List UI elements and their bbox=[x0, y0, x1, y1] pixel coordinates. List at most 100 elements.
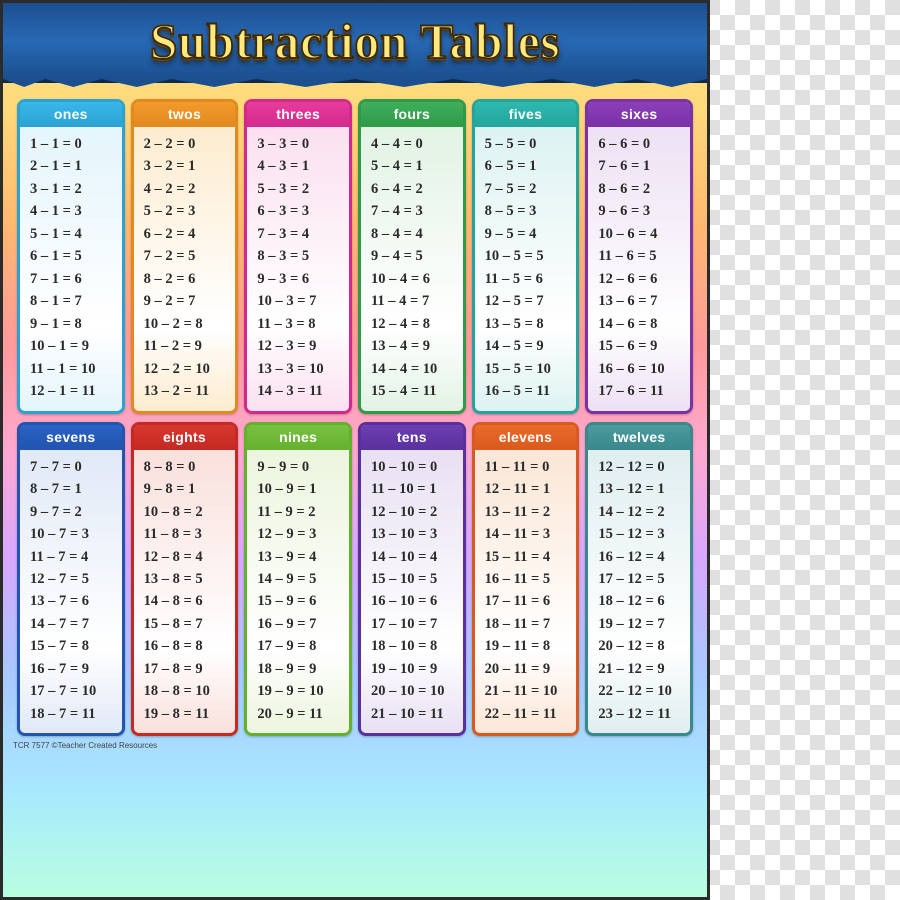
equation-row: 10 – 7 = 3 bbox=[30, 523, 116, 545]
equation-row: 16 – 10 = 6 bbox=[371, 590, 457, 612]
card-body: 1 – 1 = 02 – 1 = 13 – 1 = 24 – 1 = 35 – … bbox=[20, 127, 122, 411]
equation-row: 11 – 3 = 8 bbox=[257, 313, 343, 335]
equation-row: 13 – 5 = 8 bbox=[485, 313, 571, 335]
equation-row: 15 – 5 = 10 bbox=[485, 358, 571, 380]
equation-row: 11 – 9 = 2 bbox=[257, 501, 343, 523]
equation-row: 21 – 11 = 10 bbox=[485, 680, 571, 702]
table-card-eights: eights8 – 8 = 09 – 8 = 110 – 8 = 211 – 8… bbox=[131, 422, 239, 737]
equation-row: 12 – 1 = 11 bbox=[30, 380, 116, 402]
equation-row: 18 – 7 = 11 bbox=[30, 703, 116, 725]
card-body: 2 – 2 = 03 – 2 = 14 – 2 = 25 – 2 = 36 – … bbox=[134, 127, 236, 411]
equation-row: 13 – 7 = 6 bbox=[30, 590, 116, 612]
equation-row: 20 – 12 = 8 bbox=[598, 635, 684, 657]
card-header: nines bbox=[247, 425, 349, 450]
equation-row: 7 – 1 = 6 bbox=[30, 268, 116, 290]
equation-row: 4 – 1 = 3 bbox=[30, 200, 116, 222]
equation-row: 6 – 6 = 0 bbox=[598, 133, 684, 155]
equation-row: 5 – 1 = 4 bbox=[30, 223, 116, 245]
equation-row: 17 – 9 = 8 bbox=[257, 635, 343, 657]
card-body: 12 – 12 = 013 – 12 = 114 – 12 = 215 – 12… bbox=[588, 450, 690, 734]
equation-row: 13 – 12 = 1 bbox=[598, 478, 684, 500]
equation-row: 17 – 11 = 6 bbox=[485, 590, 571, 612]
equation-row: 12 – 8 = 4 bbox=[144, 546, 230, 568]
equation-row: 9 – 2 = 7 bbox=[144, 290, 230, 312]
equation-row: 18 – 12 = 6 bbox=[598, 590, 684, 612]
equation-row: 2 – 1 = 1 bbox=[30, 155, 116, 177]
equation-row: 9 – 4 = 5 bbox=[371, 245, 457, 267]
equation-row: 4 – 3 = 1 bbox=[257, 155, 343, 177]
footer-credit: TCR 7577 ©Teacher Created Resources bbox=[3, 740, 707, 750]
equation-row: 10 – 5 = 5 bbox=[485, 245, 571, 267]
equation-row: 9 – 5 = 4 bbox=[485, 223, 571, 245]
card-header: twos bbox=[134, 102, 236, 127]
equation-row: 14 – 8 = 6 bbox=[144, 590, 230, 612]
poster-title: Subtraction Tables bbox=[150, 12, 561, 70]
equation-row: 14 – 11 = 3 bbox=[485, 523, 571, 545]
card-header: fours bbox=[361, 102, 463, 127]
equation-row: 12 – 2 = 10 bbox=[144, 358, 230, 380]
equation-row: 11 – 7 = 4 bbox=[30, 546, 116, 568]
table-card-fours: fours4 – 4 = 05 – 4 = 16 – 4 = 27 – 4 = … bbox=[358, 99, 466, 414]
equation-row: 16 – 12 = 4 bbox=[598, 546, 684, 568]
equation-row: 7 – 3 = 4 bbox=[257, 223, 343, 245]
equation-row: 1 – 1 = 0 bbox=[30, 133, 116, 155]
equation-row: 14 – 5 = 9 bbox=[485, 335, 571, 357]
equation-row: 11 – 2 = 9 bbox=[144, 335, 230, 357]
card-body: 9 – 9 = 010 – 9 = 111 – 9 = 212 – 9 = 31… bbox=[247, 450, 349, 734]
table-card-threes: threes3 – 3 = 04 – 3 = 15 – 3 = 26 – 3 =… bbox=[244, 99, 352, 414]
table-card-twos: twos2 – 2 = 03 – 2 = 14 – 2 = 25 – 2 = 3… bbox=[131, 99, 239, 414]
equation-row: 12 – 9 = 3 bbox=[257, 523, 343, 545]
equation-row: 10 – 3 = 7 bbox=[257, 290, 343, 312]
equation-row: 13 – 4 = 9 bbox=[371, 335, 457, 357]
equation-row: 15 – 4 = 11 bbox=[371, 380, 457, 402]
table-card-twelves: twelves12 – 12 = 013 – 12 = 114 – 12 = 2… bbox=[585, 422, 693, 737]
equation-row: 13 – 8 = 5 bbox=[144, 568, 230, 590]
equation-row: 19 – 10 = 9 bbox=[371, 658, 457, 680]
equation-row: 21 – 12 = 9 bbox=[598, 658, 684, 680]
card-header: fives bbox=[475, 102, 577, 127]
equation-row: 8 – 6 = 2 bbox=[598, 178, 684, 200]
equation-row: 13 – 9 = 4 bbox=[257, 546, 343, 568]
table-card-fives: fives5 – 5 = 06 – 5 = 17 – 5 = 28 – 5 = … bbox=[472, 99, 580, 414]
equation-row: 17 – 6 = 11 bbox=[598, 380, 684, 402]
equation-row: 13 – 6 = 7 bbox=[598, 290, 684, 312]
equation-row: 15 – 9 = 6 bbox=[257, 590, 343, 612]
equation-row: 18 – 9 = 9 bbox=[257, 658, 343, 680]
equation-row: 6 – 2 = 4 bbox=[144, 223, 230, 245]
equation-row: 8 – 8 = 0 bbox=[144, 456, 230, 478]
equation-row: 13 – 11 = 2 bbox=[485, 501, 571, 523]
equation-row: 7 – 2 = 5 bbox=[144, 245, 230, 267]
equation-row: 11 – 11 = 0 bbox=[485, 456, 571, 478]
equation-row: 19 – 12 = 7 bbox=[598, 613, 684, 635]
card-header: ones bbox=[20, 102, 122, 127]
equation-row: 17 – 10 = 7 bbox=[371, 613, 457, 635]
equation-row: 12 – 10 = 2 bbox=[371, 501, 457, 523]
equation-row: 16 – 7 = 9 bbox=[30, 658, 116, 680]
equation-row: 12 – 7 = 5 bbox=[30, 568, 116, 590]
equation-row: 14 – 4 = 10 bbox=[371, 358, 457, 380]
equation-row: 15 – 12 = 3 bbox=[598, 523, 684, 545]
equation-row: 4 – 4 = 0 bbox=[371, 133, 457, 155]
card-body: 5 – 5 = 06 – 5 = 17 – 5 = 28 – 5 = 39 – … bbox=[475, 127, 577, 411]
equation-row: 7 – 4 = 3 bbox=[371, 200, 457, 222]
equation-row: 11 – 10 = 1 bbox=[371, 478, 457, 500]
equation-row: 12 – 12 = 0 bbox=[598, 456, 684, 478]
equation-row: 19 – 9 = 10 bbox=[257, 680, 343, 702]
title-banner: Subtraction Tables bbox=[3, 3, 707, 83]
equation-row: 12 – 6 = 6 bbox=[598, 268, 684, 290]
equation-row: 15 – 7 = 8 bbox=[30, 635, 116, 657]
equation-row: 14 – 12 = 2 bbox=[598, 501, 684, 523]
card-header: elevens bbox=[475, 425, 577, 450]
card-body: 11 – 11 = 012 – 11 = 113 – 11 = 214 – 11… bbox=[475, 450, 577, 734]
equation-row: 11 – 5 = 6 bbox=[485, 268, 571, 290]
equation-row: 11 – 8 = 3 bbox=[144, 523, 230, 545]
equation-row: 16 – 11 = 5 bbox=[485, 568, 571, 590]
equation-row: 2 – 2 = 0 bbox=[144, 133, 230, 155]
equation-row: 3 – 1 = 2 bbox=[30, 178, 116, 200]
card-body: 7 – 7 = 08 – 7 = 19 – 7 = 210 – 7 = 311 … bbox=[20, 450, 122, 734]
equation-row: 13 – 2 = 11 bbox=[144, 380, 230, 402]
card-body: 8 – 8 = 09 – 8 = 110 – 8 = 211 – 8 = 312… bbox=[134, 450, 236, 734]
equation-row: 9 – 8 = 1 bbox=[144, 478, 230, 500]
table-card-ones: ones1 – 1 = 02 – 1 = 13 – 1 = 24 – 1 = 3… bbox=[17, 99, 125, 414]
equation-row: 9 – 3 = 6 bbox=[257, 268, 343, 290]
